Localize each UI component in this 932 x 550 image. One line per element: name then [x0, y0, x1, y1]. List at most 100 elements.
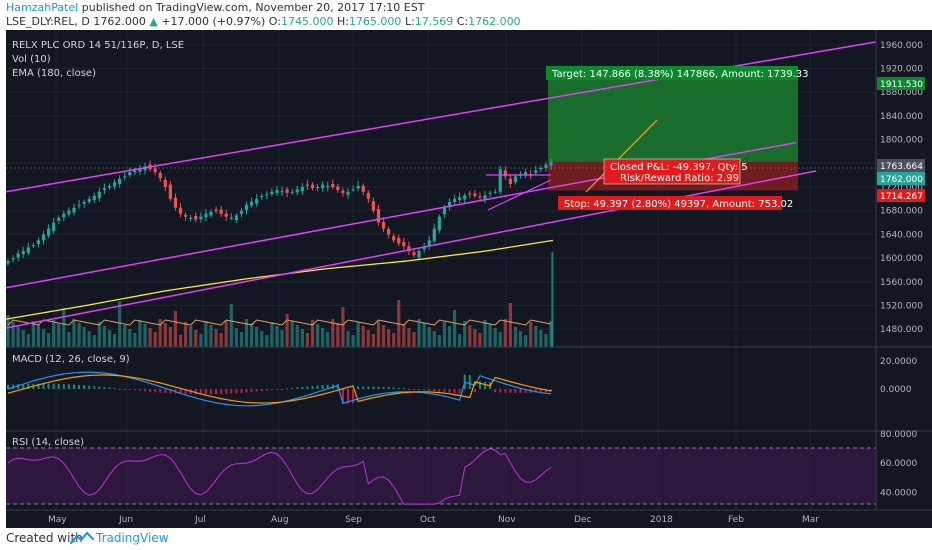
- candle-body: [397, 237, 401, 244]
- volume-bars: [6, 252, 554, 347]
- macd-hist-bar: [306, 386, 309, 389]
- vol-legend: Vol (10): [12, 54, 51, 65]
- macd-hist-bar: [270, 389, 273, 391]
- candle-body: [285, 189, 289, 193]
- candle-body: [239, 210, 244, 214]
- time-axis[interactable]: May Jun Jul Aug Sep Oct Nov Dec 2018 Feb Mar: [48, 515, 819, 525]
- candle-body: [219, 209, 223, 214]
- candle-body: [478, 196, 482, 198]
- volume-bar: [331, 319, 335, 347]
- target-zone: [548, 73, 798, 163]
- volume-bar: [260, 331, 264, 347]
- price-value: 1762.000: [93, 15, 146, 28]
- rsi-tick-label: 80.0000: [880, 430, 917, 440]
- macd-hist-bar: [42, 383, 45, 389]
- volume-bar: [143, 324, 147, 347]
- candle-body: [123, 176, 127, 178]
- candle-body: [427, 240, 431, 246]
- candle-body: [163, 179, 167, 188]
- candle-body: [112, 182, 117, 187]
- time-tick-label: Feb: [728, 515, 744, 525]
- macd-tick-label: 0.0000: [880, 385, 912, 395]
- volume-bar: [57, 324, 61, 347]
- volume-bar: [11, 322, 15, 347]
- change-value: +17.000 (+0.97%): [161, 15, 266, 28]
- macd-hist-bar: [286, 388, 289, 390]
- candle-body: [407, 246, 411, 252]
- macd-hist-bar: [382, 386, 385, 389]
- candle-body: [168, 184, 172, 199]
- macd-hist-bar: [311, 385, 314, 389]
- macd-hist-bar: [37, 383, 40, 389]
- macd-hist-bar: [275, 389, 278, 390]
- macd-hist-bar: [57, 383, 60, 389]
- volume-bar: [402, 324, 406, 347]
- volume-ma-line: [7, 319, 552, 326]
- volume-bar: [300, 329, 304, 347]
- macd-hist-bar: [499, 389, 502, 393]
- macd-hist-bar: [22, 384, 25, 389]
- volume-bar: [381, 325, 386, 347]
- rsi-axis[interactable]: 80.0000 60.0000 40.0000: [880, 430, 917, 499]
- macd-hist-bar: [255, 389, 258, 392]
- macd-hist-bar: [347, 389, 350, 404]
- volume-bar: [551, 252, 554, 347]
- macd-hist-bar: [128, 389, 131, 390]
- candle-body: [270, 191, 274, 195]
- macd-hist-bar: [296, 387, 299, 389]
- author-link[interactable]: HamzahPatel: [6, 1, 79, 14]
- macd-hist-bar: [265, 389, 268, 391]
- volume-bar: [305, 333, 310, 347]
- published-text: published on TradingView.com, November 2…: [81, 1, 425, 14]
- macd-hist-bar: [524, 389, 527, 393]
- candle-body: [336, 186, 340, 190]
- candle-body: [508, 178, 513, 185]
- volume-bar: [518, 331, 523, 347]
- candle-body: [244, 204, 249, 211]
- pennant-bottom-line[interactable]: [487, 179, 552, 211]
- stop-label-box: [558, 196, 782, 210]
- volume-bar: [77, 323, 81, 347]
- macd-hist-bar: [281, 389, 284, 390]
- volume-bar: [341, 307, 345, 347]
- volume-bar: [87, 331, 91, 347]
- candle-body: [513, 176, 518, 183]
- open-label: O:: [268, 15, 281, 28]
- rsi-band: [6, 448, 876, 504]
- volume-bar: [173, 311, 178, 347]
- price-tick-label: 1840.000: [880, 112, 923, 122]
- macd-hist-bar: [194, 389, 197, 395]
- time-tick-label: Nov: [498, 515, 516, 525]
- candle-body: [442, 207, 447, 215]
- candle-body: [209, 211, 213, 216]
- candle-body: [331, 184, 335, 188]
- volume-bar: [473, 329, 477, 347]
- volume-bar: [102, 326, 107, 347]
- price-tick-label: 1480.000: [880, 325, 923, 335]
- macd-axis[interactable]: 20.0000 0.0000: [880, 357, 917, 395]
- volume-bar: [36, 325, 41, 347]
- candle-body: [82, 201, 86, 204]
- macd-hist-bar: [407, 388, 410, 390]
- candle-body: [118, 178, 122, 185]
- candle-body: [6, 261, 10, 264]
- candle-body: [184, 214, 188, 217]
- projection-line[interactable]: [585, 119, 658, 193]
- time-tick-label: 2018: [650, 515, 673, 525]
- volume-bar: [148, 328, 152, 347]
- tradingview-logo-icon: [70, 531, 94, 545]
- volume-bar: [513, 327, 518, 347]
- chart-area[interactable]: Target: 147.866 (8.38%) 147866, Amount: …: [5, 30, 932, 528]
- candle-body: [265, 194, 269, 196]
- candle-body: [133, 170, 137, 173]
- volume-bar: [534, 326, 538, 347]
- macd-hist-bar: [123, 389, 126, 390]
- macd-hist-bar: [539, 389, 542, 393]
- chart-svg[interactable]: Target: 147.866 (8.38%) 147866, Amount: …: [5, 30, 932, 528]
- volume-bar: [508, 303, 513, 347]
- time-tick-label: Sep: [345, 515, 362, 525]
- tradingview-brand[interactable]: TradingView: [96, 531, 169, 545]
- time-tick-label: May: [48, 515, 67, 525]
- price-tick-label: 1680.000: [880, 207, 923, 217]
- volume-bar: [468, 325, 472, 347]
